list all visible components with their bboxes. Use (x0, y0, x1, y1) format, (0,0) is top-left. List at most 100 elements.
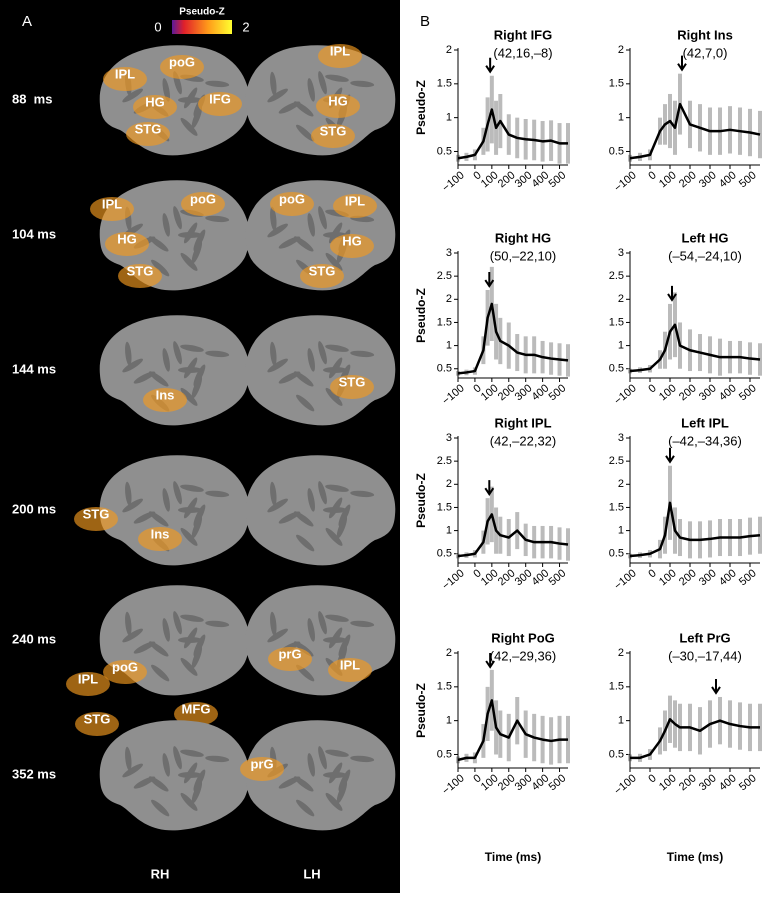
region-label: STG (309, 263, 336, 278)
chart-title: Left HG (682, 230, 729, 245)
data-line (457, 302, 569, 375)
brain-sulcus (350, 80, 375, 88)
brain-sulcus (183, 762, 198, 784)
brain-sulcus (151, 664, 170, 682)
y-tick-label: 1 (446, 524, 452, 536)
brain-sulcus (270, 71, 277, 96)
brain-sulcus (278, 511, 301, 524)
brain-sulcus (191, 240, 203, 264)
brain-surface (99, 455, 250, 566)
activation-blob (318, 44, 362, 68)
brain-sulcus (350, 755, 375, 763)
brain-sulcus (296, 799, 315, 817)
brain-sulcus (133, 511, 156, 524)
brain-sulcus (325, 74, 349, 82)
brain-sulcus (267, 498, 288, 513)
brain-sulcus (318, 341, 327, 365)
y-axis-label: Pseudo-Z (414, 80, 428, 135)
brain-sulcus (296, 534, 315, 552)
brain-sulcus (296, 124, 315, 142)
brain-sulcus (325, 344, 349, 352)
y-tick-label: 0.5 (437, 748, 452, 760)
brain-sulcus (307, 618, 315, 642)
brain-sulcus (193, 634, 206, 657)
brain-sulcus (193, 229, 206, 252)
brain-sulcus (338, 769, 351, 792)
chart-subtitle: (–30,–17,44) (668, 648, 742, 663)
y-tick-label: 2.5 (437, 270, 452, 282)
brain-sulcus (336, 515, 348, 539)
y-tick-label: 2 (446, 478, 452, 490)
y-tick-label: 2.5 (609, 270, 624, 282)
brain-sulcus (325, 614, 349, 622)
chart-subtitle: (–42,–34,36) (668, 433, 742, 448)
brain-sulcus (125, 611, 132, 636)
brain-sulcus (270, 481, 277, 506)
y-tick-label: 2 (618, 293, 624, 305)
activation-blob (160, 55, 204, 79)
activation-blob (133, 95, 177, 119)
brain-sulcus (294, 101, 314, 117)
time-label: 144 ms (12, 361, 56, 376)
brain-sulcus (183, 627, 198, 649)
brain-sulcus (205, 80, 230, 88)
brain-sulcus (307, 348, 315, 372)
brain-surface (99, 315, 250, 426)
y-tick-label: 1.5 (609, 681, 624, 693)
peak-arrow (665, 447, 675, 464)
panel-b-background (400, 0, 764, 893)
peak-arrow (485, 653, 495, 669)
y-tick-label: 1 (618, 715, 624, 727)
brain-sulcus (270, 341, 277, 366)
y-tick-label: 2 (618, 478, 624, 490)
x-axis-label: Time (ms) (667, 850, 723, 864)
brain-sulcus (318, 71, 327, 95)
brain-sulcus (183, 87, 198, 109)
brain-sulcus (318, 611, 327, 635)
region-label: HG (117, 231, 137, 246)
y-tick-label: 1.5 (609, 501, 624, 513)
activation-blob (268, 647, 312, 671)
data-line (457, 108, 568, 160)
region-label: IPL (345, 193, 365, 208)
y-tick-label: 1.5 (609, 316, 624, 328)
brain-sulcus (125, 746, 132, 771)
brain-sulcus (162, 348, 170, 372)
colorbar (172, 20, 232, 34)
data-line (629, 501, 761, 558)
activation-blob (126, 122, 170, 146)
y-tick-label: 1.5 (437, 316, 452, 328)
y-tick-label: 1.5 (437, 78, 452, 90)
brain-sulcus (191, 780, 203, 804)
brain-sulcus (328, 762, 343, 784)
y-tick-label: 0.5 (437, 548, 452, 560)
brain-sulcus (173, 481, 182, 505)
region-label: IPL (102, 196, 122, 211)
brain-sulcus (294, 776, 314, 792)
brain-sulcus (180, 657, 198, 676)
brain-sulcus (270, 206, 277, 231)
brain-sulcus (325, 527, 343, 546)
panel-label: B (420, 13, 430, 30)
region-label: poG (112, 659, 138, 674)
time-label: 240 ms (12, 631, 56, 646)
chart-title: Right IFG (494, 27, 553, 42)
y-axis-label: Pseudo-Z (414, 288, 428, 343)
brain-sulcus (307, 753, 315, 777)
brain-sulcus (336, 780, 348, 804)
brain-sulcus (162, 618, 170, 642)
chart-subtitle: (42,16,–8) (493, 45, 552, 60)
brain-sulcus (328, 222, 343, 244)
y-tick-label: 1.5 (437, 681, 452, 693)
y-tick-label: 1.5 (609, 78, 624, 90)
y-tick-label: 1 (618, 524, 624, 536)
region-label: prG (278, 646, 301, 661)
data-line (630, 718, 760, 760)
region-label: HG (342, 233, 362, 248)
brain-sulcus (191, 105, 203, 129)
brain-sulcus (180, 792, 198, 811)
region-label: STG (83, 506, 110, 521)
brain-sulcus (296, 394, 315, 412)
brain-sulcus (149, 236, 169, 252)
time-label: 104 ms (12, 226, 56, 241)
